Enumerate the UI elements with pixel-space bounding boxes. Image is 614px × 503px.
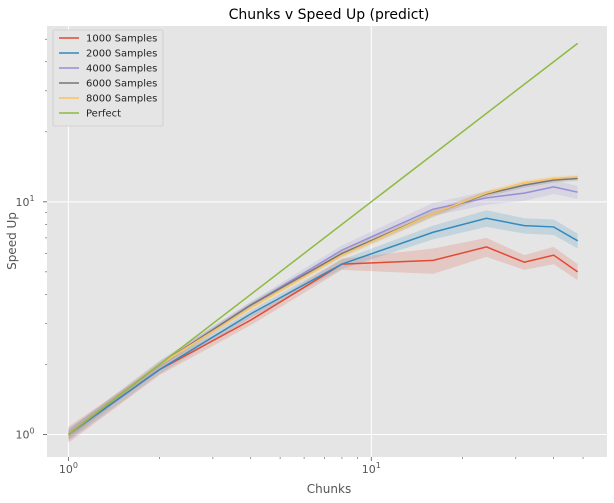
confidence-bands xyxy=(68,174,578,443)
chart-title: Chunks v Speed Up (predict) xyxy=(229,7,430,23)
band-series-0 xyxy=(68,237,578,443)
legend-entry-label: Perfect xyxy=(86,109,121,120)
legend: 1000 Samples 2000 Samples 4000 Samples 6000… xyxy=(52,29,164,127)
series-lines xyxy=(67,42,579,436)
line-series-5 xyxy=(67,42,579,436)
x-axis-label: Chunks xyxy=(307,482,351,496)
legend-entry-label: 2000 Samples xyxy=(86,49,157,60)
band-series-1 xyxy=(68,210,578,441)
legend-entry-label: 8000 Samples xyxy=(86,94,157,105)
legend-entry-label: 1000 Samples xyxy=(86,34,157,45)
y-axis-label: Speed Up xyxy=(5,212,19,270)
y-tick-label: 100 xyxy=(15,426,34,441)
y-tick-label: 101 xyxy=(15,194,34,209)
x-tick-label: 101 xyxy=(362,461,381,476)
legend-entry-label: 6000 Samples xyxy=(86,79,157,90)
line-series-1 xyxy=(67,217,579,436)
legend-box xyxy=(52,29,164,127)
line-series-0 xyxy=(67,246,579,436)
x-tick-label: 100 xyxy=(59,461,78,476)
line-series-4 xyxy=(67,176,578,436)
legend-entry-label: 4000 Samples xyxy=(86,64,157,75)
